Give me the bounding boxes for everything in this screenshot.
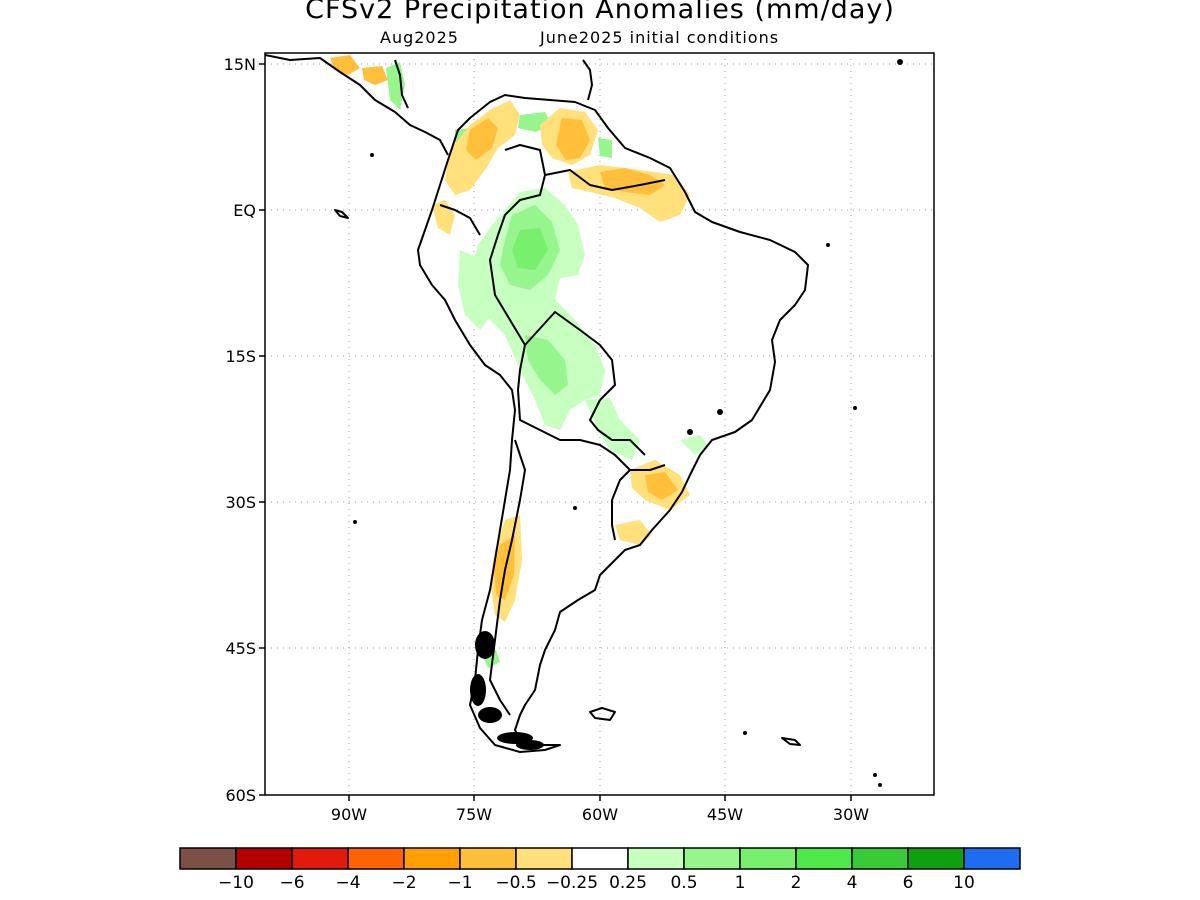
wet-anomaly-amazon-inner [512,228,548,270]
colorbar-label: −6 [279,873,304,893]
colorbar-swatch [571,847,629,870]
colorbar-swatch [907,847,965,870]
dry-anomaly-colombia-core [466,118,498,160]
chilean-archipelago [353,59,903,787]
colorbar-swatch [739,847,797,870]
latitude-labels: 15N EQ 15S 30S 45S 60S [224,55,256,805]
border-internal-2 [544,169,666,191]
coastline-south-america [417,94,809,753]
colorbar-swatch [683,847,741,870]
coastline-central-america [265,54,449,156]
colorbar-label: 4 [847,873,858,893]
colorbar-swatch [627,847,685,870]
colorbar-label: 6 [903,873,914,893]
lon-label-90w: 90W [331,805,367,824]
border-internal-1 [489,144,546,346]
initial-conditions: June2025 initial conditions [540,28,780,47]
colorbar-label: −1 [447,873,472,893]
border-internal-6 [489,439,526,716]
coastline-central-america-2 [394,59,409,109]
dry-anomaly-uruguay-core [645,472,678,500]
target-month: Aug2025 [380,28,459,47]
colorbar: −10 −6 −4 −2 −1 −0.5 −0.25 0.25 0.5 1 2 4 6 10 [179,847,1021,893]
dry-anomaly-buenos-aires [615,520,652,545]
coastline-galapagos [334,209,349,219]
longitude-labels: 90W 75W 60W 45W 30W [331,805,869,824]
colorbar-label: 1 [735,873,746,893]
wet-anomaly-bolivia [525,335,568,395]
border-internal-5 [589,399,646,456]
colorbar-swatch [403,847,461,870]
lat-label-30s: 30S [225,493,256,512]
lon-label-30w: 30W [833,805,869,824]
colorbar-swatch [235,847,293,870]
dry-anomaly-venezuela-core [556,118,590,160]
wet-anomaly-andes [458,250,495,330]
coastlines [265,54,809,753]
lat-label-60s: 60S [225,786,256,805]
colorbar-swatch [515,847,573,870]
lon-label-60w: 60W [582,805,618,824]
colorbar-label: −0.25 [546,873,598,893]
colorbar-label: 0.5 [670,873,697,893]
colorbar-swatch [459,847,517,870]
lon-label-45w: 45W [707,805,743,824]
lat-label-45s: 45S [225,639,256,658]
dry-anomaly-guianas [568,165,690,222]
colorbar-label: 10 [953,873,975,893]
colorbar-swatch [291,847,349,870]
wet-anomaly-se-brazil [680,435,708,455]
coastline-south-georgia [781,737,801,746]
anomaly-shading [330,55,708,668]
gridlines [265,53,934,795]
coastline-caribbean-1 [582,59,593,101]
dry-anomaly-central-america-2 [362,66,388,85]
colorbar-label: 0.25 [609,873,647,893]
colorbar-swatch [179,847,237,870]
dry-anomaly-central-america [330,55,360,75]
colorbar-label: −4 [335,873,360,893]
wet-anomaly-central-america [386,62,405,110]
colorbar-label: 2 [791,873,802,893]
colorbar-label: −0.5 [495,873,536,893]
border-internal-3 [524,311,616,401]
lat-label-eq: EQ [233,201,256,220]
colorbar-swatch [851,847,909,870]
lat-label-15s: 15S [225,347,256,366]
colorbar-swatch [347,847,405,870]
chart-title: CFSv2 Precipitation Anomalies (mm/day) [305,0,895,25]
colorbar-label: −10 [218,873,254,893]
colorbar-swatch [963,847,1021,870]
lat-label-15n: 15N [224,55,256,74]
wet-anomaly-paraguay [585,398,640,460]
colorbar-swatch [795,847,853,870]
border-internal-7 [439,204,481,236]
tick-marks [259,63,852,801]
wet-anomaly-guiana [598,138,612,158]
coastline-falklands [589,707,616,721]
border-internal-4 [517,344,631,541]
lon-label-75w: 75W [456,805,492,824]
colorbar-label: −2 [391,873,416,893]
border-internal-8 [630,464,666,471]
